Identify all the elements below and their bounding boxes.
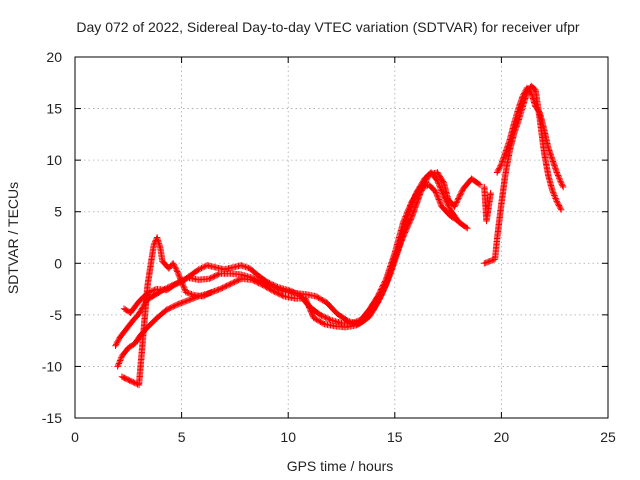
x-tick-label: 25 xyxy=(600,429,616,445)
y-tick-label: 15 xyxy=(46,101,62,117)
x-tick-label: 15 xyxy=(387,429,403,445)
y-axis-title: SDTVAR / TECUs xyxy=(5,182,21,294)
data-point-markers xyxy=(481,82,565,267)
axis-ticks: 0 5 10 15 20 25 -15 -10 -5 0 5 10 15 20 xyxy=(42,49,616,445)
data-points xyxy=(112,82,567,389)
data-point-markers xyxy=(481,183,494,225)
y-tick-label: 10 xyxy=(46,152,62,168)
data-point-markers xyxy=(493,84,567,191)
series-track-e xyxy=(481,82,565,267)
series-track-d xyxy=(118,234,215,389)
series-track-c xyxy=(120,169,484,328)
x-tick-label: 20 xyxy=(494,429,510,445)
data-point-markers xyxy=(118,234,215,389)
data-point-markers xyxy=(120,169,484,328)
y-tick-label: 20 xyxy=(46,49,62,65)
x-tick-label: 5 xyxy=(178,429,186,445)
plot-frame xyxy=(74,56,609,419)
x-tick-label: 10 xyxy=(280,429,296,445)
y-tick-label: -10 xyxy=(42,358,62,374)
y-tick-label: -15 xyxy=(42,410,62,426)
x-axis-title: GPS time / hours xyxy=(287,458,394,474)
series-track-g xyxy=(481,183,494,225)
chart-title: Day 072 of 2022, Sidereal Day-to-day VTE… xyxy=(76,19,580,35)
series-track-f xyxy=(493,84,567,191)
y-tick-label: -5 xyxy=(50,307,63,323)
x-tick-label: 0 xyxy=(71,429,79,445)
y-tick-label: 0 xyxy=(54,255,62,271)
y-tick-label: 5 xyxy=(54,204,62,220)
